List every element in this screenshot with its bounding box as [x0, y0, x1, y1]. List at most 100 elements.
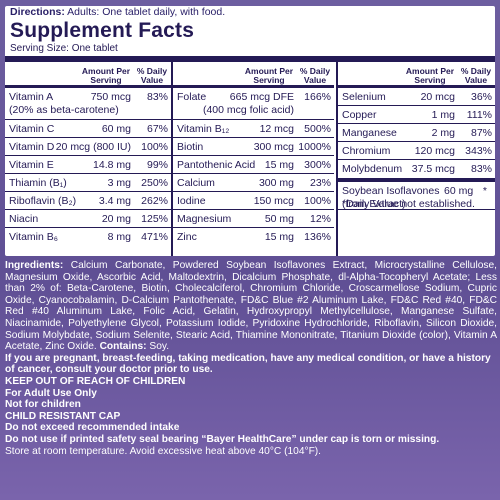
nutrient-amount: 300 mcg [253, 141, 294, 153]
nutrient-row: Zinc 15 mg 136% [173, 228, 334, 246]
nutrient-row: Thiamin (B₁) 3 mg 250% [5, 174, 171, 192]
nutrient-amount: 8 mg [107, 231, 131, 243]
supplement-facts-box: Directions: Adults: One tablet daily, wi… [5, 6, 495, 256]
nutrient-row: Vitamin D 20 mcg (800 IU) 100% [5, 138, 171, 156]
nutrient-note: (from Extract) [342, 198, 406, 210]
nutrient-amount: 12 mcg [259, 123, 294, 135]
nutrient-name: Soybean Isoflavones [342, 185, 440, 197]
supplement-facts-title: Supplement Facts [10, 19, 195, 42]
ingredients: Ingredients: Calcium Carbonate, Powdered… [5, 260, 497, 353]
nutrient-dv: 83% [470, 163, 492, 175]
nutrient-dv: 100% [141, 141, 168, 153]
nutrient-dv: 166% [304, 91, 331, 103]
nutrient-row: Vitamin B₆ 8 mg 471% [5, 228, 171, 246]
column-header: Amount Per Serving % Daily Value [173, 62, 334, 88]
nutrient-name: Iodine [177, 195, 206, 207]
storage-instructions: Store at room temperature. Avoid excessi… [5, 445, 322, 457]
nutrient-amount: 750 mcg [90, 91, 131, 103]
nutrient-row: Chromium 120 mcg 343% [338, 142, 495, 160]
nutrient-row: Pantothenic Acid 15 mg 300% [173, 156, 334, 174]
nutrient-name: Calcium [177, 177, 215, 189]
nutrient-note: (20% as beta-carotene) [9, 104, 119, 116]
directions: Directions: Adults: One tablet daily, wi… [10, 6, 225, 18]
serving-size: Serving Size: One tablet [10, 43, 118, 54]
warning-adult-use: For Adult Use Only [5, 387, 97, 399]
nutrient-name: Selenium [342, 91, 386, 103]
nutrient-row: Vitamin A (20% as beta-carotene) 750 mcg… [5, 88, 171, 120]
nutrient-amount: 120 mcg [414, 145, 455, 157]
nutrient-note: (400 mcg folic acid) [202, 104, 294, 116]
amount-per-serving-header: Amount Per Serving [244, 66, 294, 85]
warning-safety-seal: Do not use if printed safety seal bearin… [5, 433, 440, 445]
nutrient-row: Vitamin B₁₂ 12 mcg 500% [173, 120, 334, 138]
nutrient-amount: 3 mg [107, 177, 131, 189]
contains-label: Contains: [99, 341, 147, 353]
nutrient-dv: 36% [470, 91, 492, 103]
soy-isoflavones-row: Soybean Isoflavones (from Extract) 60 mg… [338, 178, 495, 210]
nutrient-amount: 3.4 mg [98, 195, 131, 207]
label-text: Ingredients: Calcium Carbonate, Powdered… [5, 260, 497, 457]
contains-text: Soy. [146, 341, 170, 353]
facts-column-1: Amount Per Serving % Daily Value Vitamin… [5, 62, 171, 256]
nutrient-amount: 665 mcg DFE [229, 91, 294, 103]
nutrient-name: Pantothenic Acid [177, 159, 256, 171]
nutrient-name: Riboflavin (B₂) [9, 195, 77, 207]
nutrient-name: Vitamin C [9, 123, 55, 135]
nutrient-row: Folate 665 mcg DFE (400 mcg folic acid) … [173, 88, 334, 120]
nutrient-dv: 125% [141, 213, 168, 225]
nutrient-dv: 343% [465, 145, 492, 157]
directions-text: Adults: One tablet daily, with food. [64, 6, 226, 18]
nutrient-name: Manganese [342, 127, 397, 139]
nutrient-amount: 50 mg [264, 213, 294, 225]
facts-column-2: Amount Per Serving % Daily Value Folate … [171, 62, 334, 256]
daily-value-footnote: *Daily Value not established. [342, 198, 475, 210]
nutrient-row: Iodine 150 mcg 100% [173, 192, 334, 210]
directions-label: Directions: [10, 6, 65, 18]
nutrient-name: Molybdenum [342, 163, 403, 175]
nutrient-dv: 136% [304, 231, 331, 243]
ingredients-label: Ingredients: [5, 260, 64, 271]
nutrient-name: Thiamin (B₁) [9, 177, 67, 189]
nutrient-row: Riboflavin (B₂) 3.4 mg 262% [5, 192, 171, 210]
warning-keep-out-of-reach: KEEP OUT OF REACH OF CHILDREN [5, 375, 186, 387]
nutrient-name: Biotin [177, 141, 204, 153]
daily-value-header: % Daily Value [136, 66, 168, 85]
nutrient-row: Manganese 2 mg 87% [338, 124, 495, 142]
nutrient-name: Folate [177, 91, 207, 103]
warning-pregnancy: If you are pregnant, breast-feeding, tak… [5, 352, 491, 376]
nutrient-amount: 300 mg [258, 177, 294, 189]
nutrient-amount: 150 mcg [253, 195, 294, 207]
nutrient-amount: 60 mg [101, 123, 131, 135]
nutrient-dv: 83% [146, 91, 168, 103]
nutrient-dv: 111% [466, 109, 492, 121]
nutrient-row: Molybdenum 37.5 mcg 83% [338, 160, 495, 178]
nutrient-name: Copper [342, 109, 377, 121]
nutrient-amount: 20 mg [101, 213, 131, 225]
nutrient-amount: 14.8 mg [93, 159, 131, 171]
nutrient-dv: * [482, 185, 487, 197]
nutrient-row: Biotin 300 mcg 1000% [173, 138, 334, 156]
nutrient-amount: 2 mg [431, 127, 455, 139]
nutrient-amount: 15 mg [264, 159, 294, 171]
nutrient-name: Vitamin B₁₂ [177, 123, 230, 135]
nutrient-dv: 67% [146, 123, 168, 135]
column-header: Amount Per Serving % Daily Value [5, 62, 171, 88]
nutrient-row: Copper 1 mg 111% [338, 106, 495, 124]
facts-column-3: Amount Per Serving % Daily Value Seleniu… [336, 62, 495, 256]
nutrient-dv: 23% [309, 177, 331, 189]
nutrient-dv: 12% [309, 213, 331, 225]
nutrient-dv: 87% [470, 127, 492, 139]
nutrient-dv: 262% [141, 195, 168, 207]
nutrient-amount: 60 mg [444, 185, 474, 197]
nutrient-name: Magnesium [177, 213, 232, 225]
nutrient-amount: 20 mcg (800 IU) [55, 141, 131, 153]
nutrient-row: Niacin 20 mg 125% [5, 210, 171, 228]
nutrient-dv: 1000% [298, 141, 331, 153]
nutrient-amount: 37.5 mcg [411, 163, 455, 175]
nutrient-name: Vitamin E [9, 159, 54, 171]
nutrient-dv: 99% [146, 159, 168, 171]
warning-do-not-exceed: Do not exceed recommended intake [5, 422, 180, 434]
nutrient-dv: 500% [304, 123, 331, 135]
nutrient-name: Chromium [342, 145, 391, 157]
